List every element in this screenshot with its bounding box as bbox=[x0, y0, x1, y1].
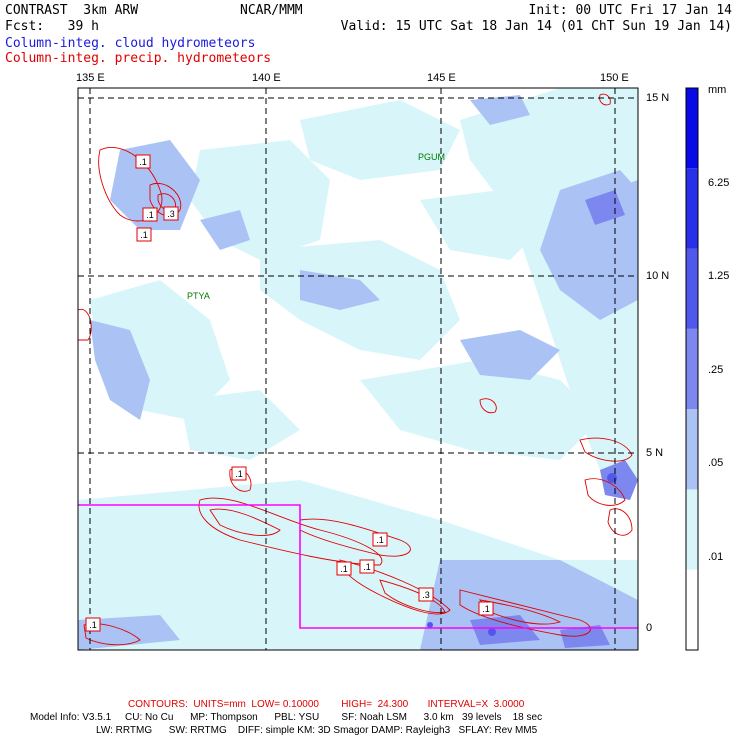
colorbar-level-.05: .05 bbox=[708, 457, 724, 469]
colorbar-level-6.25: 6.25 bbox=[708, 177, 730, 189]
valid-time: Valid: 15 UTC Sat 18 Jan 14 (01 ChT Sun … bbox=[340, 19, 732, 34]
lon-label-145: 145 E bbox=[427, 72, 456, 84]
contour-label-box bbox=[372, 532, 388, 547]
lat-label-0: 0 bbox=[646, 622, 653, 634]
station-markers: PGUM PTYA bbox=[187, 152, 445, 301]
colorbar-swatch bbox=[686, 409, 698, 490]
contour-label-box bbox=[85, 617, 101, 632]
contour-label: .1 bbox=[376, 535, 384, 545]
contour-label-box bbox=[359, 559, 375, 574]
colorbar bbox=[685, 87, 699, 651]
model-title: CONTRAST 3km ARW bbox=[5, 3, 139, 18]
colorbar-units: mm bbox=[708, 84, 727, 96]
colorbar-swatch bbox=[686, 248, 698, 329]
contour-label: .1 bbox=[363, 562, 371, 572]
contour-label-box bbox=[136, 227, 152, 242]
contour-label: .1 bbox=[340, 564, 348, 574]
contour-label: .3 bbox=[167, 209, 175, 219]
contour-label-box bbox=[163, 206, 179, 221]
contour-label-box bbox=[418, 587, 434, 602]
contour-label-box bbox=[142, 207, 158, 222]
lon-label-135: 135 E bbox=[76, 72, 105, 84]
model-info: Model Info: V3.5.1 CU: No Cu MP: Thompso… bbox=[30, 712, 543, 723]
contour-label-box bbox=[231, 466, 247, 481]
colorbar-level-.25: .25 bbox=[708, 364, 724, 376]
center-name: NCAR/MMM bbox=[240, 3, 303, 18]
colorbar-level-.01: .01 bbox=[708, 551, 724, 563]
colorbar-swatch bbox=[686, 328, 698, 410]
colorbar-swatch bbox=[686, 168, 698, 249]
lat-label-15n: 15 N bbox=[646, 92, 670, 104]
colorbar-frame bbox=[685, 87, 699, 651]
lat-label-5n: 5 N bbox=[646, 447, 664, 459]
contour-label-box bbox=[135, 154, 151, 169]
colorbar-swatch bbox=[686, 569, 698, 650]
lat-lon-grid bbox=[78, 88, 638, 650]
colorbar-swatch bbox=[686, 88, 698, 169]
init-time: Init: 00 UTC Fri 17 Jan 14 bbox=[528, 3, 733, 18]
contour-label: .3 bbox=[422, 590, 430, 600]
contour-label: .1 bbox=[482, 604, 490, 614]
field-precip-label: Column-integ. precip. hydrometeors bbox=[5, 51, 272, 66]
contour-label-group: .1 .1 .3 .1 .1 .1 .1 .1 .3 .1 .1 bbox=[85, 154, 494, 632]
contour-label: .1 bbox=[235, 469, 243, 479]
colorbar-level-1.25: 1.25 bbox=[708, 270, 730, 282]
contour-label-box bbox=[478, 601, 494, 616]
contour-label: .1 bbox=[139, 157, 147, 167]
contour-info: CONTOURS: UNITS=mm LOW= 0.10000 HIGH= 24… bbox=[128, 699, 525, 710]
inner-domain-box bbox=[78, 504, 638, 629]
lon-label-140: 140 E bbox=[252, 72, 281, 84]
lon-label-150: 150 E bbox=[600, 72, 629, 84]
model-info-physics: LW: RRTMG SW: RRTMG DIFF: simple KM: 3D … bbox=[96, 725, 538, 736]
contour-label: .1 bbox=[89, 620, 97, 630]
station-pgum: PGUM bbox=[418, 152, 445, 162]
field-cloud-label: Column-integ. cloud hydrometeors bbox=[5, 36, 256, 51]
contour-label-box bbox=[336, 561, 352, 576]
plot-frame bbox=[77, 87, 639, 651]
forecast-hour: Fcst: 39 h bbox=[5, 19, 99, 34]
station-ptya: PTYA bbox=[187, 291, 210, 301]
colorbar-swatch bbox=[686, 489, 698, 570]
lat-label-10n: 10 N bbox=[646, 270, 670, 282]
contour-label: .1 bbox=[140, 230, 148, 240]
contour-label: .1 bbox=[146, 210, 154, 220]
